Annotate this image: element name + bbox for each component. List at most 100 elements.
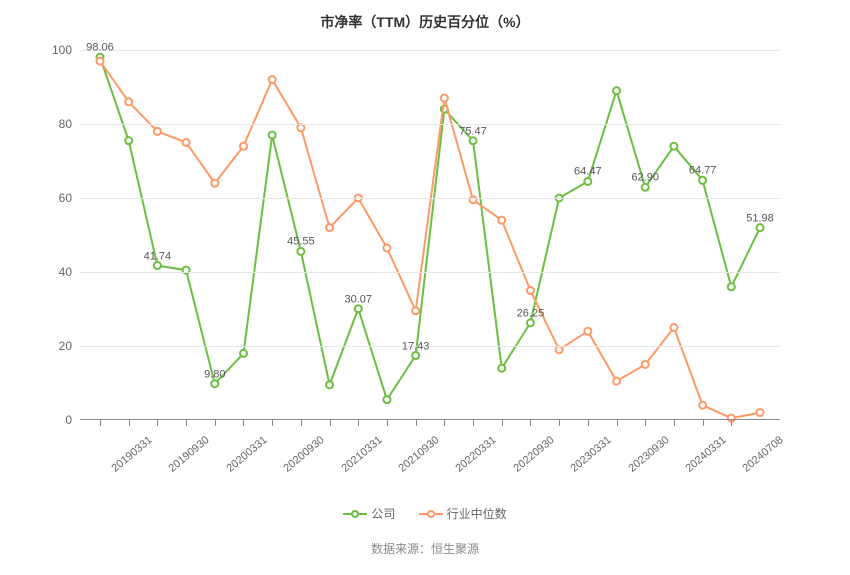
series-line (100, 57, 760, 399)
x-tick (243, 420, 244, 426)
legend-swatch-industry (419, 508, 443, 520)
x-tick-label: 20220331 (454, 434, 499, 475)
series-marker (297, 124, 304, 131)
x-tick (588, 420, 589, 426)
legend-item-company: 公司 (343, 505, 395, 522)
series-marker (125, 137, 132, 144)
series-marker (240, 143, 247, 150)
x-tick-label: 20240708 (741, 434, 786, 475)
data-point-label: 75.47 (459, 125, 487, 137)
legend: 公司 行业中位数 (0, 505, 850, 523)
x-tick (272, 420, 273, 426)
x-tick (444, 420, 445, 426)
series-marker (699, 177, 706, 184)
x-tick (100, 420, 101, 426)
y-tick-label: 80 (32, 117, 72, 131)
series-marker (642, 184, 649, 191)
series-marker (613, 378, 620, 385)
series-marker (757, 224, 764, 231)
series-marker (757, 409, 764, 416)
x-tick (186, 420, 187, 426)
series-marker (125, 98, 132, 105)
series-marker (728, 283, 735, 290)
x-tick (416, 420, 417, 426)
data-point-label: 41.74 (144, 250, 172, 262)
series-marker (269, 76, 276, 83)
x-tick-label: 20230331 (569, 434, 614, 475)
data-point-label: 17.43 (402, 340, 430, 352)
data-point-label: 64.47 (574, 166, 602, 178)
series-marker (699, 402, 706, 409)
plot-area: 0204060801002019033120190930202003312020… (80, 50, 780, 420)
x-tick-label: 20210331 (339, 434, 384, 475)
y-tick-label: 40 (32, 265, 72, 279)
x-tick-label: 20220930 (511, 434, 556, 475)
y-tick-label: 100 (32, 43, 72, 57)
x-tick-label: 20190930 (167, 434, 212, 475)
grid-line (80, 346, 780, 347)
series-marker (183, 139, 190, 146)
series-marker (412, 307, 419, 314)
legend-label-industry: 行业中位数 (447, 505, 507, 522)
y-tick-label: 0 (32, 413, 72, 427)
data-point-label: 98.06 (86, 42, 114, 54)
series-marker (211, 380, 218, 387)
x-tick (301, 420, 302, 426)
series-marker (498, 365, 505, 372)
series-marker (584, 178, 591, 185)
x-tick-label: 20200331 (224, 434, 269, 475)
x-tick (157, 420, 158, 426)
x-tick-label: 20210930 (396, 434, 441, 475)
x-tick (731, 420, 732, 426)
x-axis (80, 419, 780, 420)
series-marker (383, 396, 390, 403)
x-tick (129, 420, 130, 426)
grid-line (80, 50, 780, 51)
series-marker (670, 143, 677, 150)
x-tick (502, 420, 503, 426)
data-point-label: 64.77 (689, 165, 717, 177)
series-marker (642, 361, 649, 368)
series-marker (527, 319, 534, 326)
series-marker (154, 128, 161, 135)
x-tick (617, 420, 618, 426)
legend-item-industry: 行业中位数 (419, 505, 507, 522)
x-tick-label: 20200930 (282, 434, 327, 475)
data-point-label: 62.90 (631, 172, 659, 184)
series-marker (211, 180, 218, 187)
legend-label-company: 公司 (371, 505, 395, 522)
data-point-label: 45.55 (287, 236, 315, 248)
series-marker (326, 381, 333, 388)
y-tick-label: 20 (32, 339, 72, 353)
series-marker (470, 137, 477, 144)
x-tick (473, 420, 474, 426)
series-marker (556, 346, 563, 353)
x-tick (530, 420, 531, 426)
data-point-label: 26.25 (517, 307, 545, 319)
x-tick (559, 420, 560, 426)
chart-lines-svg (80, 50, 780, 420)
series-marker (498, 217, 505, 224)
series-marker (527, 287, 534, 294)
x-tick (674, 420, 675, 426)
series-marker (97, 58, 104, 65)
x-tick (215, 420, 216, 426)
data-point-label: 51.98 (746, 212, 774, 224)
grid-line (80, 198, 780, 199)
series-marker (154, 262, 161, 269)
grid-line (80, 272, 780, 273)
x-tick (358, 420, 359, 426)
data-point-label: 30.07 (344, 293, 372, 305)
y-tick-label: 60 (32, 191, 72, 205)
x-tick-label: 20190331 (109, 434, 154, 475)
series-marker (269, 132, 276, 139)
series-marker (383, 244, 390, 251)
series-marker (297, 248, 304, 255)
data-source: 数据来源：恒生聚源 (0, 540, 850, 557)
series-marker (412, 352, 419, 359)
series-marker (240, 350, 247, 357)
x-tick (703, 420, 704, 426)
x-tick (330, 420, 331, 426)
x-tick (387, 420, 388, 426)
chart-container: 市净率（TTM）历史百分位（%） 02040608010020190331201… (0, 0, 850, 575)
